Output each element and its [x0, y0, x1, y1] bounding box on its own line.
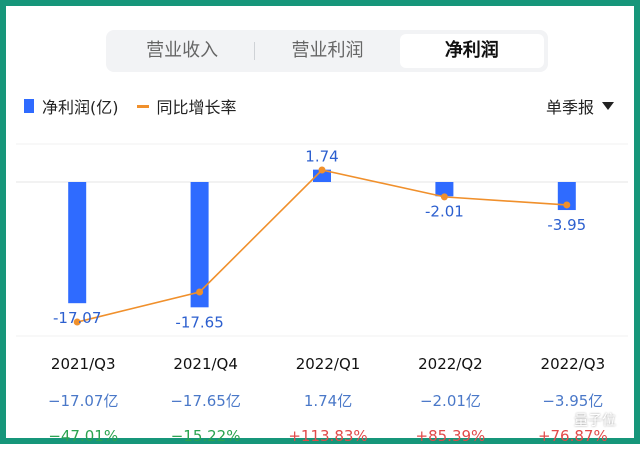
growth-point — [73, 318, 81, 326]
quarter-label: 2022/Q2 — [418, 355, 483, 373]
chart-legend: 净利润(亿) 同比增长率 — [24, 94, 237, 118]
tab-revenue[interactable]: 营业收入 — [146, 40, 219, 61]
period-selector-label: 单季报 — [545, 98, 594, 117]
growth-point — [196, 288, 204, 296]
bar — [435, 182, 454, 197]
net-profit-value: −3.95亿 — [542, 391, 604, 410]
growth-point — [440, 193, 448, 201]
chart-plot: -17.07 -17.65 1.74 -2.01 -3.95 — [16, 143, 628, 337]
growth-row: −47.01% −15.22% +113.83% +85.39% +76.87% — [22, 418, 634, 454]
period-selector[interactable]: 单季报 — [546, 94, 614, 118]
growth-point — [318, 166, 326, 174]
quarter-label: 2021/Q3 — [50, 355, 116, 373]
net-profit-value: 1.74亿 — [303, 391, 353, 410]
bar-value-label: -3.95 — [547, 216, 586, 234]
data-table: 2021/Q3 2021/Q4 2022/Q1 2022/Q2 2022/Q3 … — [22, 346, 634, 454]
bar — [190, 182, 209, 308]
bar-value-label: -2.01 — [425, 202, 464, 220]
watermark: 量子位 — [574, 413, 616, 429]
bar — [557, 182, 576, 211]
growth-line — [77, 169, 567, 323]
growth-value: +113.83% — [288, 427, 368, 445]
net-profit-value: −2.01亿 — [419, 391, 481, 410]
tab-divider — [254, 42, 256, 60]
growth-value: +76.87% — [537, 427, 608, 445]
value-row: −17.07亿 −17.65亿 1.74亿 −2.01亿 −3.95亿 — [22, 382, 634, 418]
net-profit-value: −17.07亿 — [47, 391, 119, 410]
legend-bar-swatch — [24, 99, 34, 113]
growth-value: +85.39% — [415, 427, 486, 445]
bar-value-label: 1.74 — [305, 148, 338, 166]
legend-line-swatch — [136, 104, 149, 108]
tab-operating-profit[interactable]: 营业利润 — [291, 40, 364, 61]
quarter-row: 2021/Q3 2021/Q4 2022/Q1 2022/Q2 2022/Q3 — [22, 346, 634, 382]
bar-value-label: -17.65 — [175, 313, 223, 331]
metric-tabs: 营业收入 营业利润 净利润 — [106, 30, 548, 72]
growth-point — [563, 201, 571, 209]
legend-line-label: 同比增长率 — [156, 98, 237, 117]
bar-value-label: -17.07 — [53, 309, 101, 327]
tab-net-profit[interactable]: 净利润 — [399, 34, 544, 68]
chevron-down-icon — [602, 102, 614, 110]
legend-bar-label: 净利润(亿) — [42, 98, 119, 117]
bar — [313, 169, 331, 182]
growth-value: −15.22% — [170, 427, 241, 445]
quarter-label: 2022/Q1 — [295, 355, 361, 373]
quarter-label: 2021/Q4 — [173, 355, 238, 373]
net-profit-value: −17.65亿 — [170, 391, 241, 410]
quarter-label: 2022/Q3 — [540, 355, 606, 373]
growth-value: −47.01% — [48, 427, 119, 445]
bar — [68, 182, 87, 304]
